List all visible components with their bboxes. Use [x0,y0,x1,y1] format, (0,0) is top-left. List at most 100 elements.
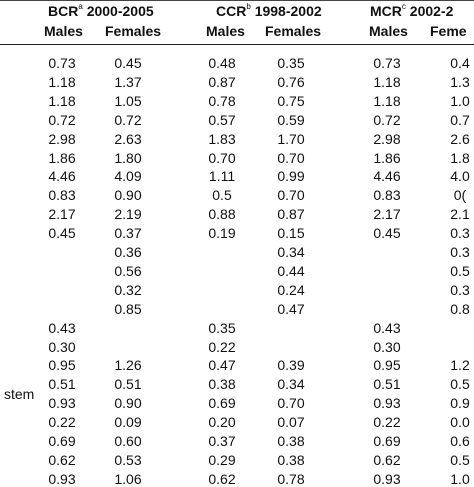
ccr-males-header: Males [206,23,245,39]
table-cell-bcr-females: 0.72 [114,111,142,128]
table-cell-ccr-males: 0.20 [208,414,236,431]
table-cell-mcr-males: 0.45 [373,225,401,242]
column-rule [0,44,474,45]
table-cell-mcr-females: 4.0 [450,168,470,185]
table-cell-mcr-females: 0.5 [450,262,470,279]
table-cell-mcr-females: 0.3 [450,225,470,242]
table-cell-ccr-females: 0.34 [277,244,305,260]
table-cell-mcr-females: 1.8 [450,149,470,166]
table-cell-mcr-females: 2.1 [450,206,470,223]
table-cell-mcr-males: 2.17 [373,206,401,223]
table-cell-bcr-males: 4.46 [48,168,76,185]
table-cell-mcr-males: 0.95 [373,357,401,374]
table-cell-ccr-males: 0.69 [208,395,236,412]
table-cell-mcr-females: 0.4 [450,55,470,71]
table-cell-mcr-females: 2.6 [450,130,470,147]
table-cell-mcr-males: 0.93 [373,395,401,412]
table-cell-mcr-females: 0.5 [450,376,470,393]
table-cell-mcr-males: 1.18 [373,92,401,109]
table-cell-ccr-males: 0.22 [208,338,236,355]
table-cell-mcr-females: 0.7 [450,111,470,128]
ccr-header: CCRb 1998-2002 [216,2,322,19]
table-cell-mcr-males: 0.43 [373,319,401,336]
table-cell-bcr-females: 1.80 [114,149,142,166]
table-cell-bcr-females: 0.53 [114,451,142,468]
table-cell-ccr-males: 1.11 [208,168,236,185]
table-cell-ccr-males: 0.57 [208,111,236,128]
table-cell-ccr-females: 0.38 [277,433,305,449]
table-cell-bcr-males: 1.18 [48,92,76,109]
bcr-females-header: Females [105,23,162,39]
table-cell-mcr-males: 0.30 [373,338,401,355]
table-cell-ccr-females: 0.39 [277,357,305,374]
table-cell-mcr-females: 0( [453,187,467,204]
table-cell-ccr-males: 0.70 [208,149,236,166]
table-cell-bcr-females: 0.37 [114,225,142,242]
table-cell-mcr-females: 0.9 [450,395,470,412]
table-cell-bcr-females: 0.56 [114,262,142,279]
table-cell-bcr-males: 1.86 [48,149,76,166]
mcr-header: MCRc 2002-2 [370,2,454,19]
table-cell-mcr-females: 0.8 [450,300,470,317]
table-cell-ccr-females: 1.70 [277,130,305,147]
table-cell-bcr-females: 2.19 [114,206,142,223]
table-cell-mcr-males: 1.18 [373,73,401,90]
table-cell-bcr-females: 0.90 [114,187,142,204]
table-cell-mcr-males: 0.62 [373,451,401,468]
table-cell-bcr-females: 4.09 [114,168,142,185]
table-cell-bcr-males: 0.69 [48,433,76,449]
table-cell-mcr-males: 0.83 [373,187,401,204]
table-cell-ccr-males: 0.37 [208,433,236,449]
table-cell-ccr-males: 0.35 [208,319,236,336]
table-cell-bcr-females: 0.09 [114,414,142,431]
bcr-header: BCRa 2000-2005 [48,2,154,19]
table-cell-bcr-males: 0.43 [48,319,76,336]
table-cell-bcr-females: 0.51 [114,376,142,393]
table-cell-bcr-males: 0.22 [48,414,76,431]
table-cell-ccr-males: 0.5 [212,187,232,204]
table-cell-ccr-males: 0.78 [208,92,236,109]
table-cell-mcr-females: 1.3 [450,73,470,90]
table-cell-ccr-females: 0.24 [277,281,305,298]
table-cell-ccr-females: 0.34 [277,376,305,393]
table-cell-ccr-males: 0.19 [208,225,236,242]
table-cell-mcr-males: 0.73 [373,55,401,71]
table-cell-bcr-females: 0.45 [114,55,142,71]
table-cell-ccr-females: 0.44 [277,262,305,279]
table-cell-mcr-males: 0.51 [373,376,401,393]
table-cell-ccr-males: 0.47 [208,357,236,374]
table-cell-ccr-females: 0.15 [277,225,305,242]
table-cell-ccr-females: 0.76 [277,73,305,90]
table-cell-mcr-females: 0.3 [450,244,470,260]
table-cell-bcr-males: 2.98 [48,130,76,147]
table-cell-bcr-males: 0.72 [48,111,76,128]
table-cell-bcr-males: 0.62 [48,451,76,468]
table-cell-bcr-males: 0.93 [48,395,76,412]
table-cell-mcr-females: 0.0 [450,414,470,431]
table-cell-ccr-females: 0.70 [277,187,305,204]
table-cell-bcr-females: 0.90 [114,395,142,412]
table-cell-ccr-females: 0.07 [277,414,305,431]
table-cell-bcr-females: 0.85 [114,300,142,317]
table-cell-ccr-males: 0.48 [208,55,236,71]
table-cell-mcr-females: 1.0 [450,92,470,109]
table-cell-ccr-females: 0.70 [277,149,305,166]
table-cell-ccr-females: 0.75 [277,92,305,109]
mcr-males-header: Males [369,23,408,39]
table-cell-bcr-males: 0.45 [48,225,76,242]
table-cell-ccr-males: 0.87 [208,73,236,90]
table-cell-bcr-females: 0.36 [114,244,142,260]
table-cell-bcr-males: 2.17 [48,206,76,223]
bcr-males-header: Males [44,23,83,39]
table-cell-ccr-males: 0.29 [208,451,236,468]
table-cell-mcr-males: 2.98 [373,130,401,147]
table-cell-bcr-females: 1.26 [114,357,142,374]
table-cell-ccr-males: 0.38 [208,376,236,393]
table-cell-bcr-females: 1.37 [114,73,142,90]
mcr-females-header: Feme [430,23,467,39]
table-cell-bcr-females: 0.60 [114,433,142,449]
table-cell-ccr-females: 0.59 [277,111,305,128]
table-cell-ccr-females: 0.38 [277,451,305,468]
table-cell-bcr-males: 0.83 [48,187,76,204]
